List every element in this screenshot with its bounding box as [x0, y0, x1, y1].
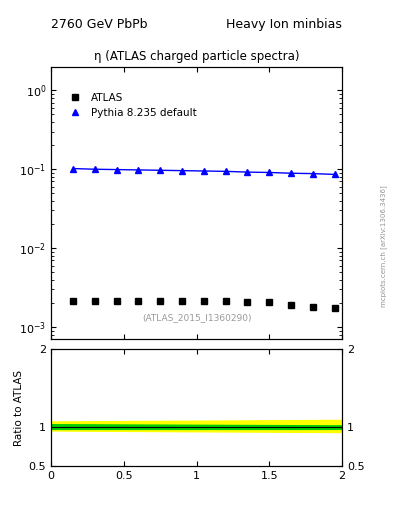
Pythia 8.235 default — [289, 170, 294, 176]
Line: ATLAS: ATLAS — [70, 297, 338, 311]
Pythia 8.235 default — [223, 168, 228, 175]
Text: mcplots.cern.ch [arXiv:1306.3436]: mcplots.cern.ch [arXiv:1306.3436] — [380, 185, 387, 307]
ATLAS — [267, 300, 272, 306]
ATLAS — [114, 298, 119, 304]
Pythia 8.235 default — [92, 166, 97, 173]
ATLAS — [245, 300, 250, 306]
Pythia 8.235 default — [332, 172, 337, 178]
ATLAS — [202, 298, 206, 304]
Text: Heavy Ion minbias: Heavy Ion minbias — [226, 18, 342, 31]
Pythia 8.235 default — [71, 165, 75, 172]
ATLAS — [136, 298, 141, 304]
Title: η (ATLAS charged particle spectra): η (ATLAS charged particle spectra) — [94, 50, 299, 62]
Pythia 8.235 default — [158, 167, 163, 174]
ATLAS — [71, 298, 75, 304]
ATLAS — [310, 304, 315, 310]
ATLAS — [223, 298, 228, 304]
ATLAS — [289, 302, 294, 308]
Y-axis label: Ratio to ATLAS: Ratio to ATLAS — [15, 370, 24, 445]
Pythia 8.235 default — [114, 166, 119, 173]
Line: Pythia 8.235 default: Pythia 8.235 default — [70, 165, 338, 178]
ATLAS — [180, 298, 184, 304]
Pythia 8.235 default — [245, 169, 250, 175]
Pythia 8.235 default — [136, 167, 141, 173]
ATLAS — [158, 298, 163, 304]
Text: (ATLAS_2015_I1360290): (ATLAS_2015_I1360290) — [142, 313, 251, 322]
Pythia 8.235 default — [202, 168, 206, 174]
ATLAS — [92, 298, 97, 304]
Pythia 8.235 default — [180, 167, 184, 174]
Pythia 8.235 default — [310, 170, 315, 177]
Pythia 8.235 default — [267, 169, 272, 176]
Text: 2760 GeV PbPb: 2760 GeV PbPb — [51, 18, 148, 31]
Legend: ATLAS, Pythia 8.235 default: ATLAS, Pythia 8.235 default — [63, 89, 201, 122]
ATLAS — [332, 305, 337, 311]
